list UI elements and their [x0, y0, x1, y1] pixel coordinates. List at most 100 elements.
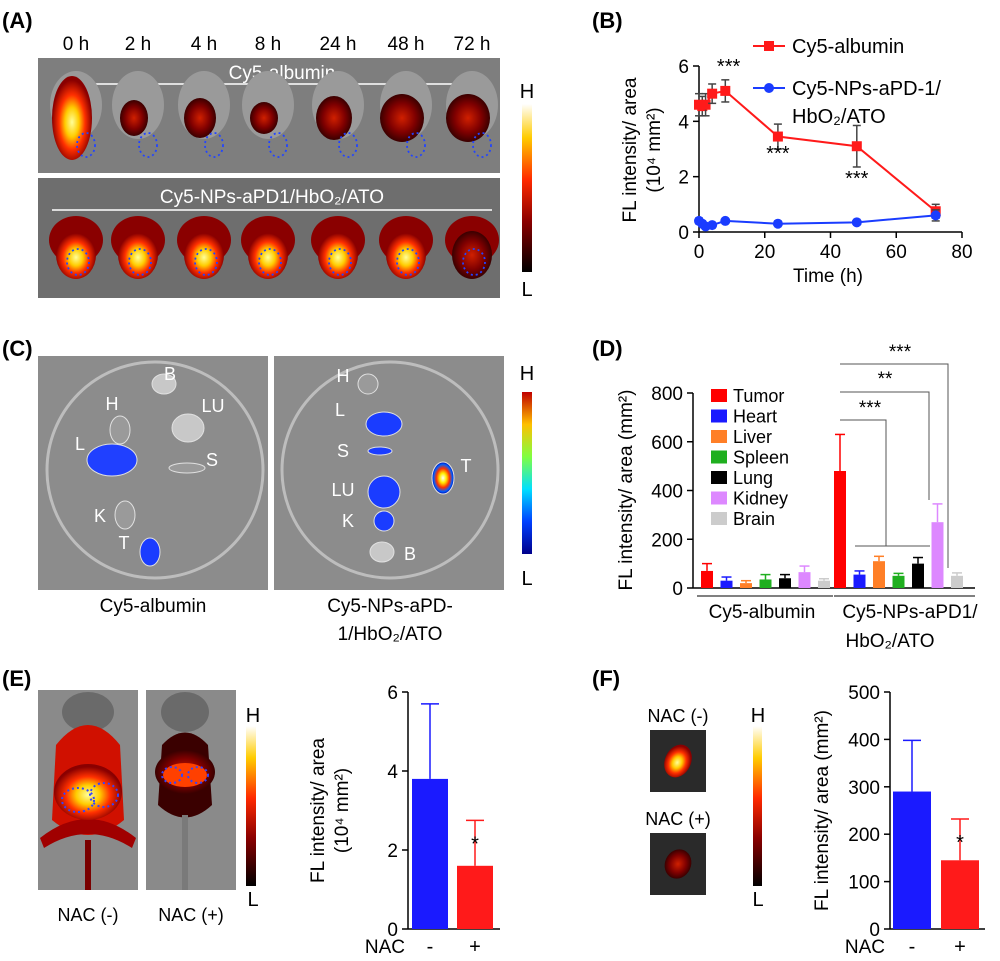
organ — [168, 462, 206, 474]
y-tick-label: 6 — [678, 57, 689, 78]
time-label: 4 h — [191, 34, 217, 55]
colorbar-high-label: H — [520, 363, 534, 385]
fluorescence-signal — [184, 231, 224, 279]
panel-f-label: (F) — [592, 666, 620, 691]
data-point — [772, 218, 783, 229]
fluorescence-signal — [250, 102, 278, 134]
bar — [951, 575, 963, 588]
y-tick-label: 2 — [678, 168, 689, 189]
fluorescence-signal — [452, 231, 492, 279]
y-axis-label: FL intensity/ area (mm²) — [616, 390, 637, 591]
organ — [114, 500, 136, 530]
y-tick-label: 600 — [651, 433, 683, 454]
significance-label: ** — [878, 369, 893, 390]
organ-label: L — [75, 434, 85, 454]
significance-label: *** — [889, 342, 912, 363]
data-point — [720, 85, 731, 96]
colorbar-high-label: H — [751, 705, 765, 727]
legend-swatch — [711, 491, 727, 505]
organ-label: K — [342, 511, 354, 531]
bar — [720, 580, 733, 588]
colorbar-low-label: L — [521, 279, 532, 301]
fluorescence-signal — [184, 98, 216, 138]
y-tick-label: 0 — [678, 223, 689, 244]
bar — [412, 778, 448, 929]
tumor-outline — [204, 132, 224, 158]
organ — [431, 461, 455, 495]
petri-dish — [280, 360, 500, 580]
organ — [369, 541, 395, 563]
colorbar-low-label: L — [752, 889, 763, 911]
bar — [740, 583, 752, 588]
data-point — [700, 99, 711, 110]
chart-d: 0 200 400 600 800 FL intensity/ area (mm²) Cy5… — [616, 342, 978, 652]
panel-d-label: (D) — [592, 336, 623, 361]
bar — [457, 865, 493, 929]
x-axis-label: Time (h) — [793, 266, 863, 287]
legend-label: Spleen — [733, 448, 789, 468]
panel-b-label: (B) — [592, 8, 623, 33]
caption-nps-line1: Cy5-NPs-aPD- — [327, 596, 453, 617]
y-tick-label: 500 — [848, 683, 880, 704]
x-axis-label: NAC — [365, 937, 405, 958]
x-tick-label: - — [427, 936, 434, 958]
legend-marker — [764, 83, 774, 93]
panel-e: (E) H L NAC (-) NAC (+) 0 2 4 6 - + NAC * FL int… — [2, 666, 500, 958]
organ — [365, 411, 403, 437]
x-tick-label: 40 — [820, 242, 841, 263]
legend-swatch — [711, 450, 727, 464]
fluorescence-signal — [118, 231, 158, 279]
image-label-nac-neg: NAC (-) — [648, 706, 709, 726]
time-label: 2 h — [125, 34, 151, 55]
series-line — [698, 214, 936, 228]
tumor-nac-pos — [664, 849, 692, 879]
y-tick-label: 100 — [848, 873, 880, 894]
x-tick-label: 60 — [886, 242, 907, 263]
significance-label: *** — [845, 168, 869, 190]
legend-swatch — [711, 409, 727, 423]
organ — [151, 373, 177, 395]
legend-swatch — [711, 430, 727, 443]
significance-label: * — [956, 832, 964, 854]
colorbar-high-label: H — [520, 81, 534, 103]
y-tick-label: 200 — [848, 825, 880, 846]
significance-bracket — [840, 419, 887, 546]
organ-label: S — [206, 450, 218, 470]
chart-f: 0 100 200 300 400 500 - + NAC * FL intensity/ area… — [812, 683, 985, 958]
legend-label: Cy5-NPs-aPD-1/ — [792, 78, 941, 100]
y-tick-label: 2 — [387, 841, 398, 862]
y-tick-label: 0 — [869, 920, 880, 941]
x-axis-label: NAC — [845, 937, 885, 958]
time-label: 8 h — [255, 34, 281, 55]
y-tick-label: 0 — [672, 579, 683, 600]
fluorescence-signal — [56, 231, 96, 279]
organ-label: T — [119, 533, 130, 553]
organ-label: K — [94, 506, 106, 526]
chart-e: 0 2 4 6 - + NAC * FL intensity/ area (10⁴ mm²) — [308, 683, 500, 958]
image-label-nac-pos: NAC (+) — [158, 905, 224, 925]
bar — [701, 570, 713, 588]
petri-dish — [45, 360, 265, 580]
bar — [912, 563, 924, 588]
time-label: 48 h — [388, 34, 425, 55]
legend-label: Lung — [733, 468, 773, 488]
colorbar-low-label: L — [521, 568, 532, 590]
organ — [367, 446, 393, 456]
significance-bracket — [840, 363, 949, 568]
data-point — [707, 220, 718, 231]
organ — [139, 537, 161, 567]
organ — [367, 475, 401, 509]
x-tick-label: - — [909, 936, 916, 958]
colorbar-high-label: H — [246, 705, 260, 727]
bar — [892, 575, 905, 588]
organ — [357, 373, 379, 395]
y-axis-label: FL intensity/ area — [620, 77, 641, 222]
y-tick-label: 200 — [651, 530, 683, 551]
data-point — [851, 217, 862, 228]
organ — [109, 415, 131, 445]
caption-albumin: Cy5-albumin — [100, 596, 207, 617]
